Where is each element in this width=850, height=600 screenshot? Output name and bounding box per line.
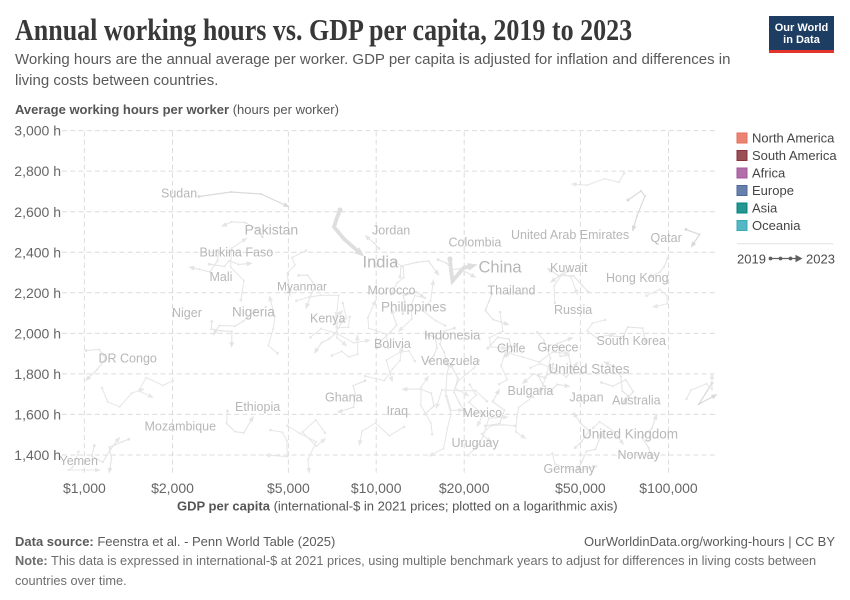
svg-text:United Arab Emirates: United Arab Emirates [511,228,629,242]
svg-text:North America: North America [752,130,835,145]
svg-text:Venezuela: Venezuela [421,354,479,368]
svg-text:Germany: Germany [544,462,596,476]
svg-text:Yemen: Yemen [60,454,99,468]
svg-text:United States: United States [549,362,630,377]
svg-text:Morocco: Morocco [368,284,416,298]
svg-text:Kuwait: Kuwait [550,261,588,275]
svg-text:Uruguay: Uruguay [452,436,500,450]
svg-text:Greece: Greece [538,341,579,355]
svg-text:Ethiopia: Ethiopia [235,400,280,414]
svg-text:Thailand: Thailand [488,284,536,298]
svg-text:1,600 h: 1,600 h [14,407,61,423]
svg-text:3,000 h: 3,000 h [14,123,61,139]
svg-text:Mali: Mali [210,270,233,284]
svg-text:2,200 h: 2,200 h [14,285,61,301]
svg-text:Nigeria: Nigeria [232,305,275,320]
svg-text:Pakistan: Pakistan [245,222,299,238]
svg-text:Mexico: Mexico [463,406,503,420]
svg-text:Mozambique: Mozambique [145,420,217,434]
svg-text:DR Congo: DR Congo [99,352,157,366]
svg-text:Asia: Asia [752,200,778,215]
svg-text:Japan: Japan [570,391,604,405]
svg-text:Africa: Africa [752,165,786,180]
svg-text:Australia: Australia [612,394,661,408]
svg-text:Indonesia: Indonesia [424,328,481,343]
svg-text:Qatar: Qatar [651,231,682,245]
svg-text:2,600 h: 2,600 h [14,204,61,220]
svg-text:$2,000: $2,000 [151,480,194,496]
svg-text:Russia: Russia [554,303,592,317]
svg-text:South Korea: South Korea [597,334,667,348]
svg-text:$10,000: $10,000 [351,480,402,496]
svg-text:Colombia: Colombia [449,236,502,250]
svg-text:$50,000: $50,000 [555,480,606,496]
svg-text:South America: South America [752,148,837,163]
svg-text:Burkina Faso: Burkina Faso [200,246,274,260]
svg-text:Hong Kong: Hong Kong [606,271,669,285]
svg-text:Philippines: Philippines [381,300,447,315]
svg-text:Bulgaria: Bulgaria [508,384,554,398]
svg-text:2,000 h: 2,000 h [14,326,61,342]
svg-text:2023: 2023 [806,252,835,267]
svg-text:Niger: Niger [172,306,202,320]
svg-text:China: China [479,259,523,277]
svg-text:GDP per capita (international-: GDP per capita (international-$ in 2021 … [177,499,618,514]
svg-text:United Kingdom: United Kingdom [582,427,678,442]
svg-text:2019: 2019 [737,252,766,267]
svg-text:Kenya: Kenya [310,312,345,326]
svg-text:Myanmar: Myanmar [277,280,327,294]
svg-text:1,800 h: 1,800 h [14,366,61,382]
svg-text:India: India [363,254,400,272]
svg-text:1,400 h: 1,400 h [14,447,61,463]
svg-text:2,400 h: 2,400 h [14,244,61,260]
svg-text:Norway: Norway [618,448,661,462]
svg-text:Europe: Europe [752,183,794,198]
svg-text:Sudan: Sudan [161,187,197,201]
svg-text:Ghana: Ghana [325,391,363,405]
svg-text:Oceania: Oceania [752,218,801,233]
svg-text:$20,000: $20,000 [439,480,490,496]
svg-text:Jordan: Jordan [372,224,410,238]
svg-text:$5,000: $5,000 [267,480,310,496]
svg-text:Iraq: Iraq [387,404,409,418]
svg-text:Bolivia: Bolivia [374,337,411,351]
svg-text:2,800 h: 2,800 h [14,163,61,179]
svg-text:$1,000: $1,000 [63,480,106,496]
svg-text:$100,000: $100,000 [639,480,698,496]
svg-text:Chile: Chile [497,342,526,356]
